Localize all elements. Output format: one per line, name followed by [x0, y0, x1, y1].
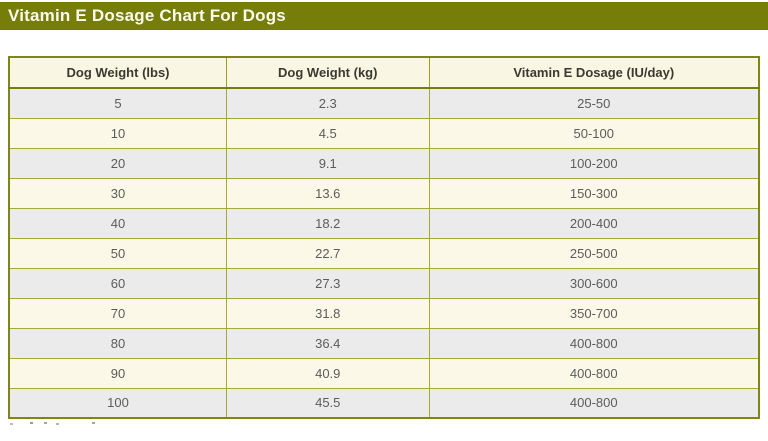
table-cell: 13.6 — [226, 177, 430, 209]
table-row: 80 36.4 400-800 — [8, 327, 760, 359]
table-cell: 40 — [8, 207, 227, 239]
table-cell: 100 — [8, 387, 227, 419]
table-body: 5 2.3 25-50 10 4.5 50-100 20 9.1 100-200 30 13.6 15… — [8, 87, 760, 419]
clipped-text-fragments — [30, 422, 33, 424]
table-cell: 40.9 — [226, 357, 430, 389]
table-cell: 9.1 — [226, 147, 430, 179]
table-cell: 400-800 — [428, 387, 760, 419]
table-cell: 18.2 — [226, 207, 430, 239]
table-cell: 36.4 — [226, 327, 430, 359]
table-row: 20 9.1 100-200 — [8, 147, 760, 179]
page-title: Vitamin E Dosage Chart For Dogs — [0, 2, 768, 30]
table-cell: 150-300 — [428, 177, 760, 209]
table-cell: 250-500 — [428, 237, 760, 269]
table-cell: 300-600 — [428, 267, 760, 299]
table-cell: 90 — [8, 357, 227, 389]
table-cell: 2.3 — [226, 87, 430, 119]
table-row: 50 22.7 250-500 — [8, 237, 760, 269]
table-cell: 400-800 — [428, 327, 760, 359]
table-cell: 22.7 — [226, 237, 430, 269]
table-cell: 100-200 — [428, 147, 760, 179]
table-cell: 5 — [8, 87, 227, 119]
table-row: 90 40.9 400-800 — [8, 357, 760, 389]
table-row: 5 2.3 25-50 — [8, 87, 760, 119]
table-cell: 50 — [8, 237, 227, 269]
table-cell: 10 — [8, 117, 227, 149]
column-header: Dog Weight (kg) — [226, 56, 430, 89]
table-cell: 45.5 — [226, 387, 430, 419]
table-row: 100 45.5 400-800 — [8, 387, 760, 419]
table-cell: 4.5 — [226, 117, 430, 149]
table-row: 70 31.8 350-700 — [8, 297, 760, 329]
table-header-row: Dog Weight (lbs) Dog Weight (kg) Vitamin E… — [8, 56, 760, 89]
clipped-caption-text — [5, 422, 205, 426]
table-cell: 27.3 — [226, 267, 430, 299]
column-header: Vitamin E Dosage (IU/day) — [428, 56, 760, 89]
table-cell: 50-100 — [428, 117, 760, 149]
dosage-table-container: Dog Weight (lbs) Dog Weight (kg) Vitamin E… — [8, 56, 760, 419]
table-cell: 80 — [8, 327, 227, 359]
table-cell: 30 — [8, 177, 227, 209]
table-row: 10 4.5 50-100 — [8, 117, 760, 149]
table-cell: 60 — [8, 267, 227, 299]
table-cell: 400-800 — [428, 357, 760, 389]
table-row: 60 27.3 300-600 — [8, 267, 760, 299]
column-header: Dog Weight (lbs) — [8, 56, 227, 89]
table-cell: 350-700 — [428, 297, 760, 329]
table-cell: 20 — [8, 147, 227, 179]
dosage-table: Dog Weight (lbs) Dog Weight (kg) Vitamin E… — [8, 56, 760, 419]
table-cell: 200-400 — [428, 207, 760, 239]
table-cell: 70 — [8, 297, 227, 329]
table-cell: 31.8 — [226, 297, 430, 329]
table-row: 30 13.6 150-300 — [8, 177, 760, 209]
table-cell: 25-50 — [428, 87, 760, 119]
table-row: 40 18.2 200-400 — [8, 207, 760, 239]
